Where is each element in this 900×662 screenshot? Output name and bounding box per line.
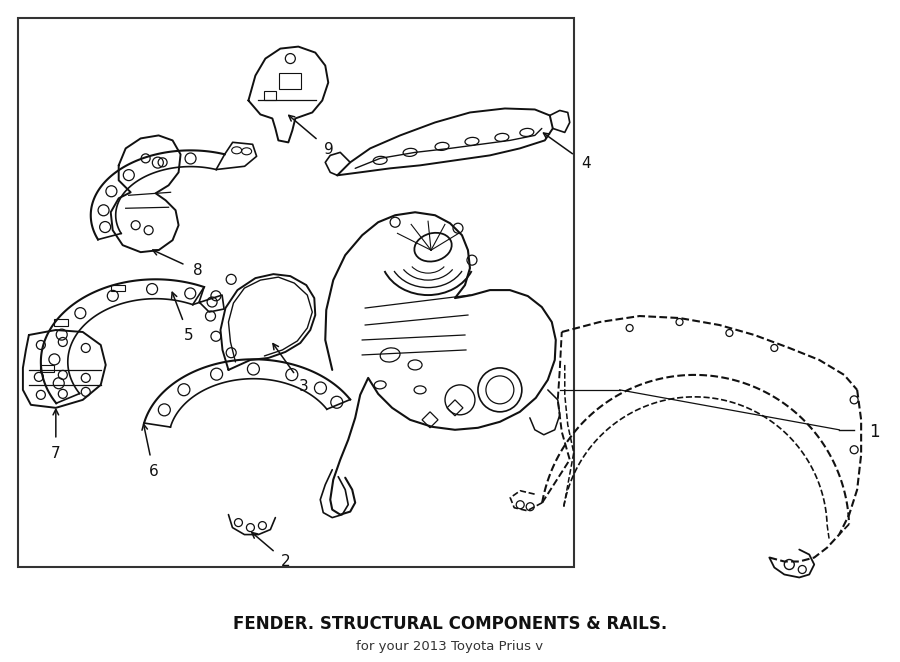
Text: 6: 6 (148, 464, 158, 479)
Bar (112, 285, 125, 291)
Bar (54, 319, 68, 326)
Text: 9: 9 (324, 142, 334, 157)
Bar (18, 18, 573, 567)
Text: 4: 4 (581, 156, 591, 171)
Text: 7: 7 (51, 446, 60, 461)
Text: for your 2013 Toyota Prius v: for your 2013 Toyota Prius v (356, 640, 544, 653)
Bar (265, 91, 276, 100)
Text: 1: 1 (869, 423, 879, 441)
Text: 2: 2 (281, 554, 291, 569)
Text: 5: 5 (184, 328, 194, 342)
Text: 3: 3 (299, 379, 309, 394)
Text: 8: 8 (194, 263, 203, 279)
Bar (40, 365, 54, 372)
Text: FENDER. STRUCTURAL COMPONENTS & RAILS.: FENDER. STRUCTURAL COMPONENTS & RAILS. (233, 616, 667, 634)
Bar (279, 73, 302, 89)
